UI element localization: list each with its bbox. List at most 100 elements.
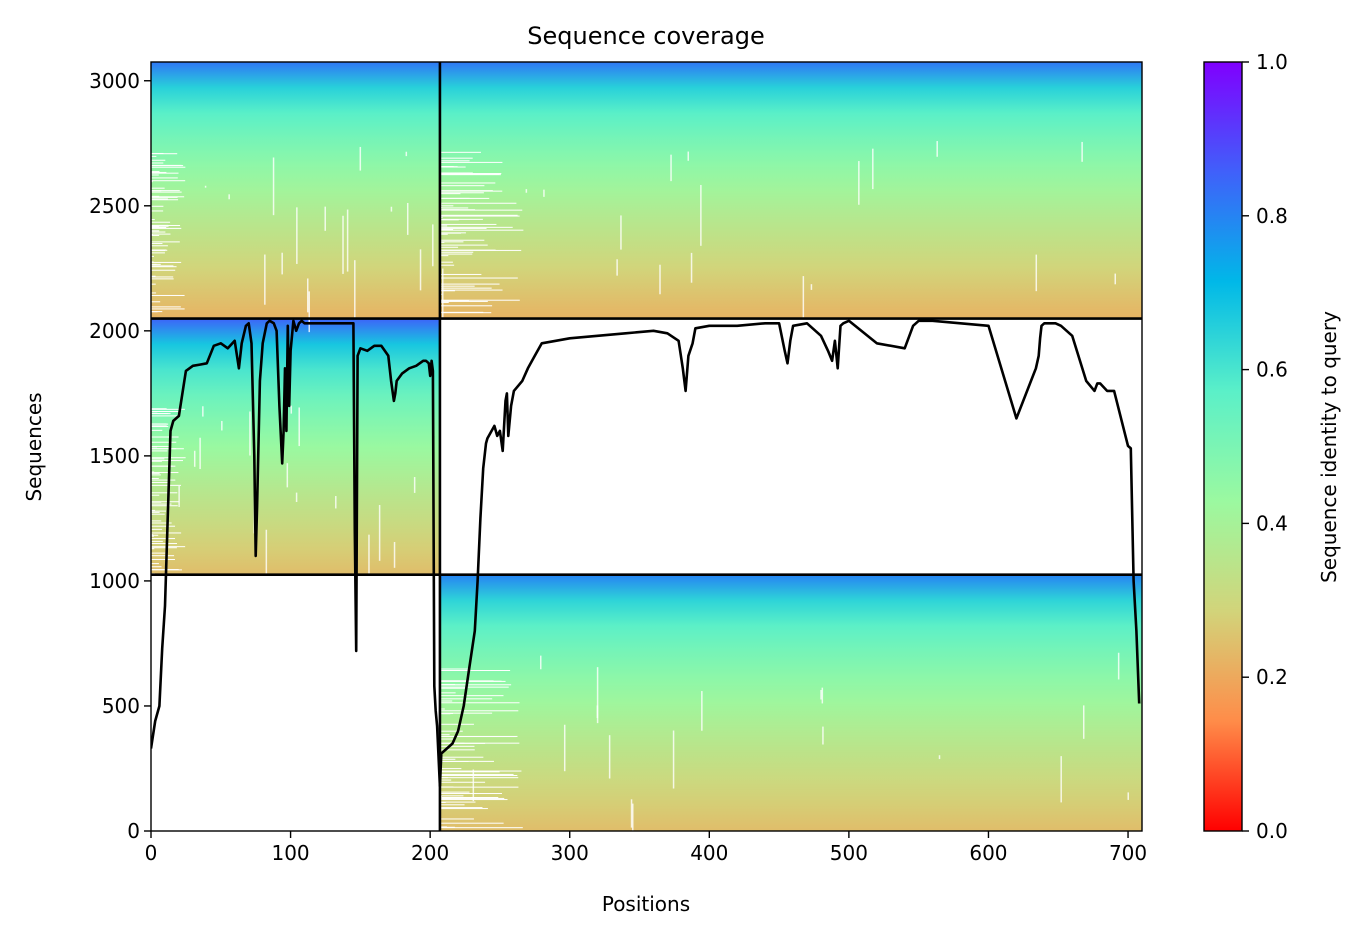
gap-stripe	[439, 190, 493, 192]
colorbar-axis: 0.0 0.2 0.4 0.6 0.8 1.0	[1242, 50, 1288, 843]
gap-stripe	[151, 474, 161, 476]
gap-stripe	[151, 520, 162, 522]
gap-stripe	[802, 276, 805, 320]
gap-stripe	[151, 177, 178, 179]
gap-stripe	[672, 730, 675, 789]
coverage-line	[151, 319, 1141, 788]
y-tick-label: 2000	[89, 319, 140, 343]
gap-stripe	[272, 157, 275, 216]
y-tick-label: 2500	[89, 194, 140, 218]
gap-stripe	[221, 420, 223, 431]
gap-stripe	[151, 245, 168, 247]
gap-stripe	[439, 299, 469, 301]
gap-stripe	[249, 411, 251, 456]
x-axis: 0 100 200 300 400 500 600 700	[145, 831, 1147, 865]
gap-stripe	[151, 198, 168, 200]
gap-stripe	[608, 735, 611, 779]
gap-stripe	[178, 485, 180, 507]
gap-stripe	[439, 214, 518, 216]
gap-stripe	[439, 700, 453, 702]
gap-stripe	[432, 224, 434, 267]
gap-stripe	[151, 411, 158, 413]
gap-stripe	[439, 300, 488, 302]
colorbar-label: Sequence identity to query	[1317, 311, 1341, 583]
gap-stripe	[151, 522, 172, 524]
gap-stripe	[151, 563, 159, 565]
gap-stripe	[439, 253, 473, 255]
gap-stripe	[151, 479, 176, 481]
gap-stripe	[439, 702, 520, 704]
gap-stripe	[151, 162, 164, 164]
colorbar-tick-label: 0.0	[1256, 819, 1288, 843]
gap-stripe	[439, 826, 455, 828]
gap-stripe	[439, 283, 500, 285]
x-tick-label: 100	[271, 841, 309, 865]
gap-stripe	[151, 505, 178, 507]
gap-stripe	[439, 264, 455, 266]
gap-stripe	[439, 708, 445, 710]
gap-stripe	[151, 555, 175, 557]
colorbar-tick-label: 0.2	[1256, 665, 1288, 689]
gap-stripe	[151, 458, 165, 460]
gap-stripe	[439, 777, 519, 779]
gap-stripe	[543, 189, 545, 197]
gap-stripe	[439, 723, 474, 725]
gap-stripe	[151, 503, 172, 505]
gap-stripe	[151, 492, 178, 494]
gap-stripe	[151, 484, 182, 486]
gap-stripe	[439, 225, 448, 227]
gap-stripe	[439, 742, 520, 744]
gap-stripe	[151, 566, 162, 568]
gap-stripe	[439, 758, 456, 760]
gap-stripe	[525, 189, 528, 193]
gap-stripe	[439, 760, 469, 762]
gap-stripe	[439, 172, 473, 174]
gap-stripe	[151, 441, 177, 443]
gap-stripe	[151, 278, 174, 280]
gap-stripe	[151, 436, 179, 438]
gap-stripe	[151, 534, 154, 536]
gap-stripe	[439, 738, 455, 740]
gap-stripe	[151, 230, 160, 232]
gap-stripe	[439, 768, 462, 770]
msa-gap-stripes	[151, 141, 1129, 831]
x-tick-label: 500	[830, 841, 868, 865]
gap-stripe	[413, 477, 416, 493]
gap-stripe	[439, 160, 470, 162]
y-axis: 0 500 1000 1500 2000 2500 3000	[89, 69, 151, 843]
gap-stripe	[822, 726, 824, 745]
gap-stripe	[151, 196, 185, 198]
gap-stripe	[439, 686, 509, 688]
gap-stripe	[1082, 705, 1085, 739]
x-tick-label: 400	[690, 841, 728, 865]
gap-stripe	[439, 244, 488, 246]
gap-stripe	[151, 408, 167, 410]
gap-stripe	[151, 509, 156, 511]
gap-stripe	[1127, 792, 1129, 800]
gap-stripe	[281, 252, 283, 275]
gap-stripe	[439, 775, 518, 777]
gap-stripe	[151, 255, 154, 257]
gap-stripe	[265, 529, 268, 577]
gap-stripe	[151, 446, 158, 448]
gap-stripe	[439, 273, 482, 275]
gap-stripe	[540, 655, 542, 670]
gap-stripe	[439, 801, 476, 803]
gap-stripe	[151, 249, 168, 251]
gap-stripe	[378, 504, 381, 561]
gap-stripe	[151, 171, 167, 173]
gap-stripe	[439, 218, 483, 220]
gap-stripe	[204, 185, 207, 188]
gap-stripe	[151, 547, 177, 549]
gap-stripe	[151, 172, 179, 174]
gap-stripe	[659, 264, 661, 295]
gap-stripe	[439, 779, 452, 781]
gap-stripe	[151, 180, 186, 182]
msa-block	[439, 574, 1142, 831]
gap-stripe	[439, 781, 486, 783]
gap-stripe	[151, 501, 162, 503]
gap-stripe	[439, 173, 502, 175]
gap-stripe	[439, 807, 483, 809]
gap-stripe	[151, 196, 178, 198]
gap-stripe	[151, 534, 159, 536]
